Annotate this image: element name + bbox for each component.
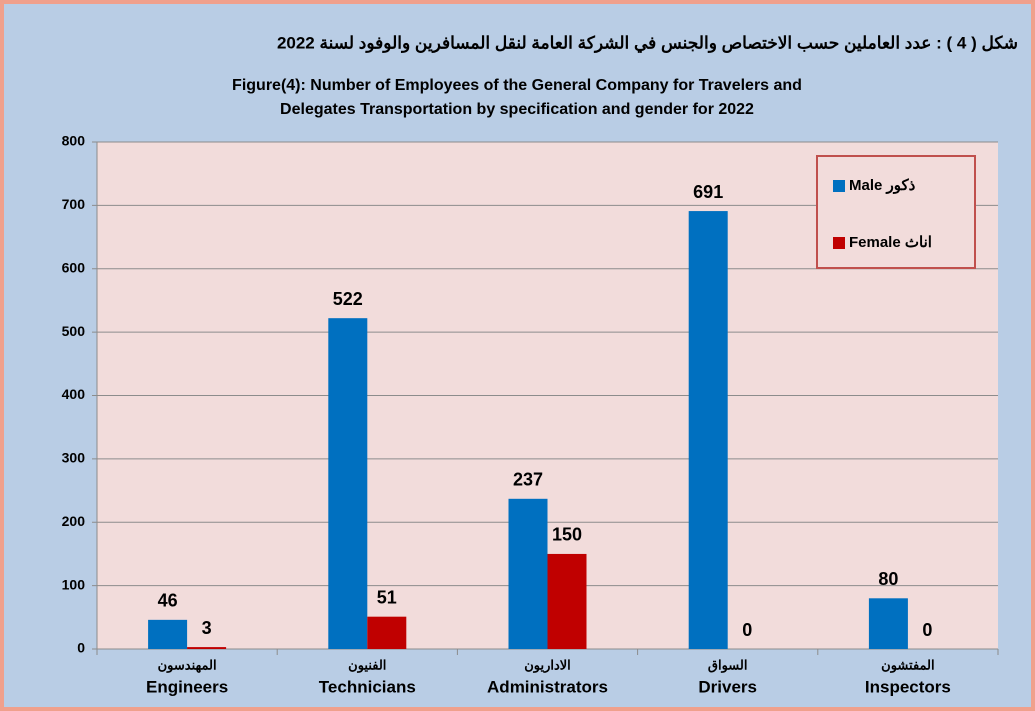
bar	[868, 598, 908, 649]
value-label: 46	[158, 591, 178, 611]
x-tick-label: الاداريون	[524, 657, 571, 673]
chart-subtitle: Figure(4): Number of Employees of the Ge…	[232, 77, 802, 94]
x-tick-label: المفتشون	[881, 657, 934, 673]
value-label: 150	[552, 525, 582, 545]
value-label: 0	[742, 620, 752, 640]
bar	[367, 616, 407, 649]
bar	[148, 619, 188, 649]
x-tick-label: Engineers	[146, 677, 228, 696]
value-label: 51	[377, 587, 397, 607]
x-tick-label: المهندسون	[158, 657, 217, 673]
x-tick-label: Technicians	[319, 677, 416, 696]
y-tick-label: 0	[77, 640, 85, 656]
chart-subtitle: Delegates Transportation by specificatio…	[280, 101, 754, 118]
x-tick-label: السواق	[708, 657, 748, 673]
bar	[328, 318, 368, 649]
legend	[816, 155, 976, 269]
chart-title: شكل ( 4 ) : عدد العاملين حسب الاختصاص وا…	[277, 33, 1018, 53]
bar	[508, 498, 548, 649]
legend-label: Female اناث	[849, 234, 932, 251]
y-tick-label: 400	[62, 386, 86, 402]
y-tick-label: 200	[62, 513, 86, 529]
value-label: 691	[693, 182, 723, 202]
value-label: 522	[333, 289, 363, 309]
bar	[187, 647, 227, 649]
bar	[547, 553, 587, 649]
legend-swatch	[833, 237, 845, 249]
y-tick-label: 100	[62, 576, 86, 592]
bar	[688, 211, 728, 650]
y-tick-label: 800	[62, 133, 86, 149]
y-tick-label: 300	[62, 450, 86, 466]
value-label: 237	[513, 470, 543, 490]
x-tick-label: الفنيون	[348, 657, 386, 673]
y-tick-label: 700	[62, 196, 86, 212]
value-label: 3	[202, 618, 212, 638]
x-tick-label: Administrators	[487, 677, 608, 696]
x-tick-label: Drivers	[698, 677, 757, 696]
x-tick-label: Inspectors	[865, 677, 951, 696]
y-tick-label: 600	[62, 259, 86, 275]
legend-swatch	[833, 180, 845, 192]
legend-label: Male ذكور	[849, 177, 916, 194]
y-tick-label: 500	[62, 323, 86, 339]
value-label: 80	[878, 569, 898, 589]
value-label: 0	[922, 620, 932, 640]
